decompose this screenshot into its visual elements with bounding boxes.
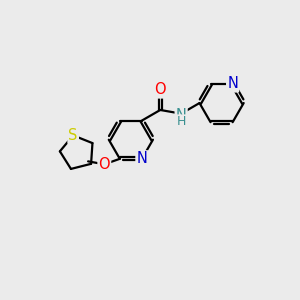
Text: H: H <box>176 116 186 128</box>
Text: N: N <box>227 76 238 92</box>
Text: O: O <box>154 82 166 98</box>
Text: O: O <box>98 157 110 172</box>
Text: S: S <box>68 128 78 143</box>
Text: N: N <box>176 108 187 123</box>
Text: N: N <box>136 151 147 166</box>
